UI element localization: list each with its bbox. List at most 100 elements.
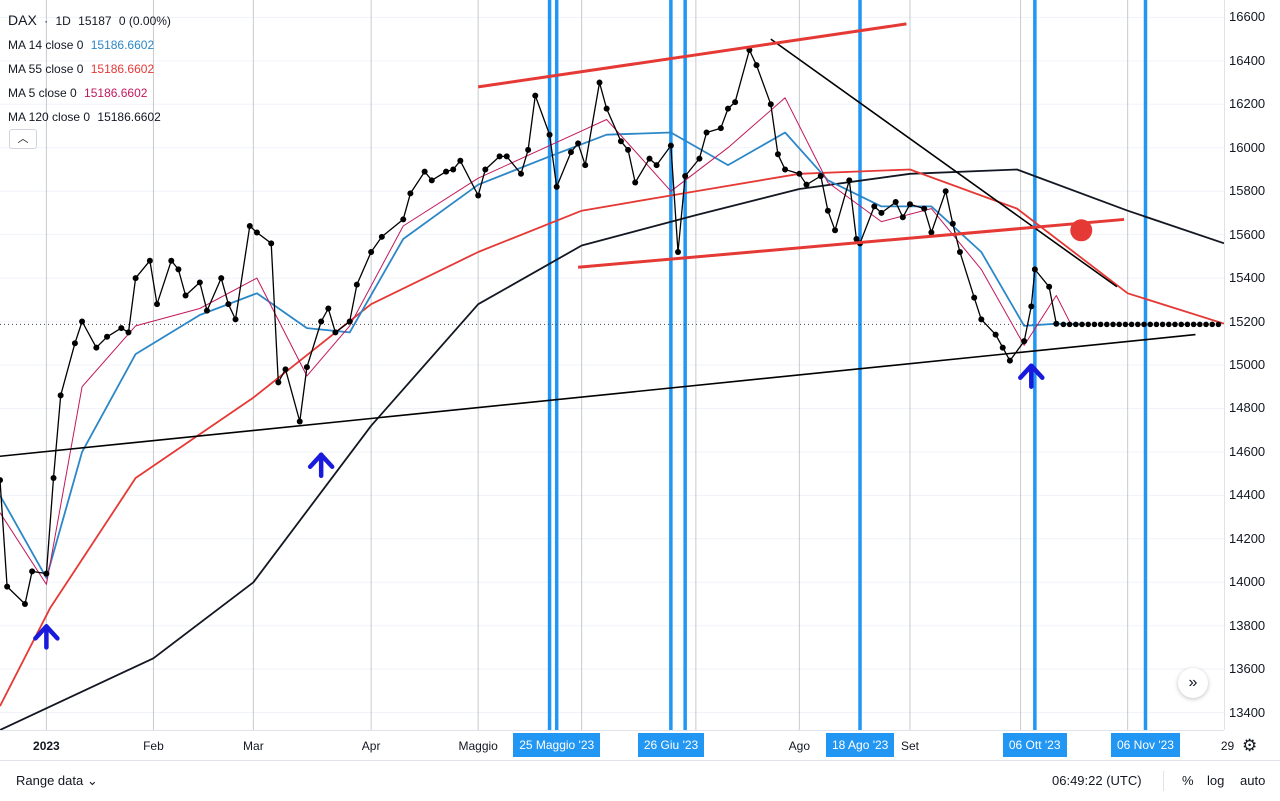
price-point	[575, 140, 582, 147]
time-tick-label: Maggio	[458, 739, 498, 753]
price-point	[71, 340, 78, 347]
price-point	[57, 392, 64, 399]
price-point	[218, 275, 225, 282]
price-point	[225, 301, 232, 308]
price-point	[318, 318, 325, 325]
up-arrow-icon	[1018, 363, 1045, 389]
gear-icon[interactable]: ⚙	[1242, 736, 1258, 755]
date-flag[interactable]: 25 Maggio '23	[513, 733, 601, 757]
legend-ma120-name: MA 120 close 0	[8, 110, 91, 124]
price-point	[774, 151, 781, 158]
legend-symbol-row[interactable]: DAX · 1D 15187 0 (0.00%)	[8, 8, 175, 33]
price-tick-label: 13800	[1229, 617, 1266, 633]
price-point	[232, 316, 239, 323]
price-tick-label: 15200	[1229, 313, 1266, 329]
price-point	[457, 157, 464, 164]
legend-ma120-row[interactable]: MA 120 close 0 15186.6602	[8, 105, 175, 129]
price-point	[546, 131, 553, 138]
price-point	[325, 305, 332, 312]
time-tick-label: 29	[1220, 739, 1235, 753]
price-point	[603, 105, 610, 112]
price-point	[899, 214, 906, 221]
legend-ma14-name: MA 14 close 0	[8, 38, 84, 52]
price-point	[79, 318, 86, 325]
price-point	[296, 418, 303, 425]
percent-scale-button[interactable]: %	[1182, 773, 1194, 788]
price-point	[443, 168, 450, 175]
utc-clock[interactable]: 06:49:22 (UTC)	[1052, 773, 1142, 788]
date-flag[interactable]: 06 Nov '23	[1110, 733, 1180, 757]
price-point	[182, 292, 189, 299]
date-flag[interactable]: 06 Ott '23	[1002, 733, 1067, 757]
projection-dot	[1116, 321, 1123, 328]
projection-dot	[1122, 321, 1129, 328]
grid	[0, 0, 1224, 730]
price-tick-label: 16200	[1229, 96, 1266, 112]
price-tick-label: 15000	[1229, 357, 1266, 372]
legend-ma55-row[interactable]: MA 55 close 0 15186.6602	[8, 57, 175, 81]
price-tick-label: 15800	[1229, 183, 1266, 199]
price-axis[interactable]: 16600 16400 16200 16000 15800 15600 15400 15200…	[1224, 0, 1280, 730]
legend-ma5-name: MA 5 close 0	[8, 86, 77, 100]
series-line-ma-55	[0, 168, 1224, 707]
projection-dot	[1172, 321, 1178, 328]
red-trendline	[577, 217, 1125, 269]
price-point	[503, 153, 510, 160]
legend-ma14-row[interactable]: MA 14 close 0 15186.6602	[8, 33, 175, 57]
projection-dot	[1128, 321, 1135, 328]
projection-dot	[1197, 321, 1203, 328]
red-circle-marker	[1070, 219, 1093, 242]
price-chart[interactable]	[0, 0, 1224, 730]
projection-dot	[1147, 321, 1154, 328]
price-point	[567, 149, 574, 156]
up-arrow-icon	[33, 624, 60, 650]
price-point	[846, 177, 853, 184]
time-axis[interactable]: 2023 Feb Mar Apr Maggio Ago Set 29 25 Maggio '23…	[0, 730, 1234, 761]
price-point	[125, 329, 132, 336]
chart-legend: DAX · 1D 15187 0 (0.00%) MA 14 close 0 1…	[8, 8, 175, 129]
time-tick-label: Feb	[143, 739, 164, 753]
price-point	[496, 153, 503, 160]
range-data-button[interactable]: Range data ⌄	[16, 773, 98, 789]
price-point	[928, 229, 935, 236]
price-point	[353, 281, 360, 288]
price-point	[992, 331, 999, 338]
legend-ma5-row[interactable]: MA 5 close 0 15186.6602	[8, 81, 175, 105]
projection-dot	[1073, 321, 1079, 328]
auto-scale-button[interactable]: auto	[1240, 773, 1266, 788]
double-chevron-right-icon[interactable]: »	[1178, 668, 1208, 698]
black-trendline	[0, 333, 1196, 458]
legend-ma55-name: MA 55 close 0	[8, 62, 84, 76]
price-point	[196, 279, 203, 286]
price-point	[532, 92, 539, 99]
price-point	[21, 600, 28, 607]
projection-dot	[1178, 321, 1185, 328]
date-flag[interactable]: 18 Ago '23	[826, 733, 895, 757]
price-point	[675, 249, 682, 256]
legend-ma55-value: 15186.6602	[90, 62, 155, 76]
price-point	[971, 294, 978, 301]
red-trendline	[477, 22, 907, 89]
price-point	[803, 181, 810, 188]
price-point	[617, 138, 624, 145]
projection-dot	[1097, 321, 1104, 328]
projection-dot	[1215, 321, 1222, 328]
date-flag[interactable]: 26 Giu '23	[637, 733, 705, 757]
price-point	[956, 249, 963, 256]
price-point	[93, 344, 100, 351]
time-tick-label: 2023	[33, 739, 60, 753]
price-point	[118, 325, 125, 332]
time-tick-label: Mar	[243, 739, 264, 753]
annotations-back	[0, 0, 1224, 730]
log-scale-button[interactable]: log	[1207, 773, 1225, 788]
legend-collapse-button[interactable]: ︿	[9, 129, 37, 149]
price-tick-label: 14800	[1229, 400, 1266, 416]
price-point	[146, 257, 153, 264]
price-point	[29, 568, 36, 575]
price-point	[378, 233, 385, 240]
chevron-down-icon: ⌄	[86, 773, 98, 788]
projection-dot	[1203, 321, 1209, 328]
price-point	[703, 129, 710, 136]
price-point	[282, 366, 289, 373]
price-point	[132, 275, 139, 282]
